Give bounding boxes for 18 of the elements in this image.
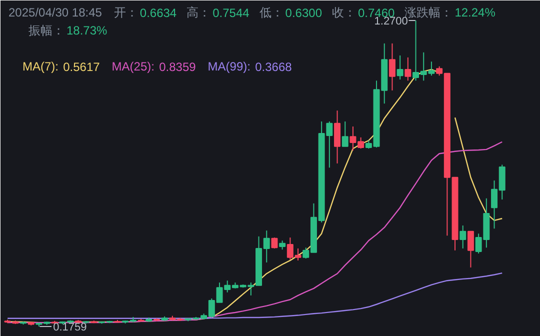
chart-title: 2025/04/30 18:45 (8, 6, 102, 20)
text: 低：0.6300 (259, 6, 322, 20)
text: 高：0.7544 (186, 6, 250, 20)
text: MA(25): 0.8359 (112, 60, 196, 74)
candlestick (388, 42, 396, 91)
text: MA(99): 0.3668 (208, 60, 292, 74)
text: 涨跌幅：12.24% (404, 6, 496, 20)
candlestick (271, 237, 278, 249)
candlestick (342, 120, 348, 147)
candlestick (396, 54, 404, 80)
annotation: 0.1759 (53, 322, 87, 334)
text: MA(7): 0.5617 (22, 60, 100, 74)
candlestick (334, 110, 341, 164)
candlestick (460, 225, 466, 249)
candlestick (467, 230, 474, 268)
candlestick (404, 56, 412, 82)
text: 开：0.6634 (114, 6, 177, 20)
annotation: 振幅：18.73% (28, 24, 108, 38)
